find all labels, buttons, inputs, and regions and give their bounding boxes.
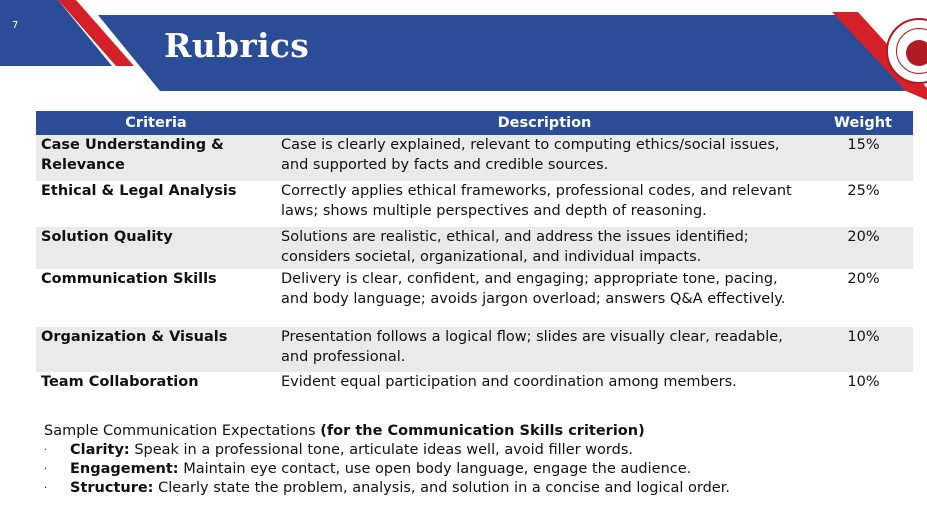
notes-heading-text: Sample Communication Expectations bbox=[44, 423, 316, 439]
bullet-text: Clearly state the problem, analysis, and… bbox=[158, 480, 730, 496]
bullet-icon: · bbox=[44, 483, 48, 494]
weight-cell: 20% bbox=[813, 227, 913, 269]
header-criteria: Criteria bbox=[36, 111, 276, 135]
rubric-table: Criteria Description Weight Case Underst… bbox=[36, 111, 913, 400]
header-weight: Weight bbox=[813, 111, 913, 135]
table-row: Team Collaboration Evident equal partici… bbox=[36, 372, 913, 400]
table-row: Case Understanding & Relevance Case is c… bbox=[36, 135, 913, 181]
list-item: · Structure: Clearly state the problem, … bbox=[44, 479, 730, 498]
weight-cell: 25% bbox=[813, 181, 913, 227]
description-cell: Delivery is clear, confident, and engagi… bbox=[276, 269, 813, 327]
seal-emblem-icon bbox=[906, 40, 927, 66]
slide-number: 7 bbox=[12, 20, 19, 31]
header-description: Description bbox=[276, 111, 813, 135]
description-cell: Evident equal participation and coordina… bbox=[276, 372, 813, 400]
bullet-label: Structure: bbox=[70, 480, 154, 496]
description-cell: Correctly applies ethical frameworks, pr… bbox=[276, 181, 813, 227]
table-row: Solution Quality Solutions are realistic… bbox=[36, 227, 913, 269]
bullet-text: Speak in a professional tone, articulate… bbox=[134, 442, 633, 458]
weight-cell: 15% bbox=[813, 135, 913, 181]
criteria-cell: Solution Quality bbox=[36, 227, 276, 269]
list-item: · Clarity: Speak in a professional tone,… bbox=[44, 441, 730, 460]
description-cell: Case is clearly explained, relevant to c… bbox=[276, 135, 813, 181]
bullet-text: Maintain eye contact, use open body lang… bbox=[183, 461, 692, 477]
criteria-cell: Team Collaboration bbox=[36, 372, 276, 400]
description-cell: Presentation follows a logical flow; sli… bbox=[276, 327, 813, 372]
slide-title: Rubrics bbox=[164, 26, 310, 65]
bullet-icon: · bbox=[44, 445, 48, 456]
table-row: Organization & Visuals Presentation foll… bbox=[36, 327, 913, 372]
weight-cell: 20% bbox=[813, 269, 913, 327]
notes-heading-qualifier: (for the Communication Skills criterion) bbox=[320, 423, 645, 439]
bullet-label: Clarity: bbox=[70, 442, 130, 458]
description-cell: Solutions are realistic, ethical, and ad… bbox=[276, 227, 813, 269]
criteria-cell: Ethical & Legal Analysis bbox=[36, 181, 276, 227]
bullet-label: Engagement: bbox=[70, 461, 179, 477]
weight-cell: 10% bbox=[813, 327, 913, 372]
table-header-row: Criteria Description Weight bbox=[36, 111, 913, 135]
criteria-cell: Case Understanding & Relevance bbox=[36, 135, 276, 181]
weight-cell: 10% bbox=[813, 372, 913, 400]
header-banner bbox=[0, 0, 927, 100]
criteria-cell: Communication Skills bbox=[36, 269, 276, 327]
bullet-icon: · bbox=[44, 464, 48, 475]
table-row: Ethical & Legal Analysis Correctly appli… bbox=[36, 181, 913, 227]
criteria-cell: Organization & Visuals bbox=[36, 327, 276, 372]
table-row: Communication Skills Delivery is clear, … bbox=[36, 269, 913, 327]
list-item: · Engagement: Maintain eye contact, use … bbox=[44, 460, 730, 479]
notes-heading: Sample Communication Expectations (for t… bbox=[44, 422, 730, 441]
communication-expectations: Sample Communication Expectations (for t… bbox=[44, 422, 730, 498]
